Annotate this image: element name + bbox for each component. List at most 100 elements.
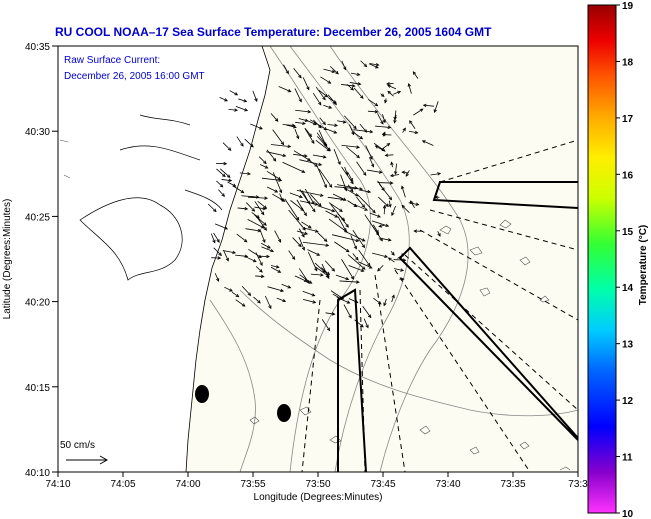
current-vector-head xyxy=(333,101,337,106)
current-vector xyxy=(298,236,305,251)
current-vector xyxy=(320,76,331,84)
current-vector-head xyxy=(235,293,240,298)
current-vector-head xyxy=(363,63,368,68)
current-vector-head xyxy=(362,172,367,176)
current-vector xyxy=(315,86,326,100)
current-vector-head xyxy=(401,253,405,257)
current-vector xyxy=(324,260,335,272)
current-vector-head xyxy=(241,303,246,307)
current-vector xyxy=(390,174,400,177)
current-vector-head xyxy=(379,237,383,242)
current-vector xyxy=(360,60,367,67)
current-vector xyxy=(437,231,441,237)
current-vector-head xyxy=(356,280,360,284)
current-vector xyxy=(391,205,396,216)
current-vector xyxy=(408,202,419,206)
surface-current-vectors xyxy=(207,60,442,332)
current-vector xyxy=(276,297,286,302)
current-vector-head xyxy=(314,267,318,272)
current-vector-head xyxy=(228,178,233,183)
current-vector xyxy=(341,259,354,280)
current-vector xyxy=(274,230,282,243)
current-vector xyxy=(261,246,274,252)
colorbar-tick-label: 13 xyxy=(622,340,634,351)
current-vector-head xyxy=(402,127,406,132)
current-vector xyxy=(304,127,315,144)
current-vector-head xyxy=(326,327,331,332)
current-vector-head xyxy=(224,98,228,102)
current-vector xyxy=(266,170,281,180)
current-vector xyxy=(373,224,379,234)
current-vector-head xyxy=(401,204,406,209)
current-vector xyxy=(344,166,348,175)
current-vector-head xyxy=(381,132,386,137)
current-vector-head xyxy=(307,109,312,114)
land-mass xyxy=(57,45,271,473)
current-vector-head xyxy=(386,142,391,147)
current-vector-head xyxy=(377,301,382,305)
current-vector xyxy=(220,168,231,178)
current-vector xyxy=(237,207,248,210)
current-vector-head xyxy=(318,124,322,129)
current-vector xyxy=(302,77,310,90)
current-vector-head xyxy=(257,229,262,233)
current-vector xyxy=(353,87,364,99)
current-vector-head xyxy=(318,162,323,166)
current-vector xyxy=(393,91,401,95)
current-vector-head xyxy=(382,204,387,209)
colorbar-tick-label: 17 xyxy=(622,114,634,125)
current-vector xyxy=(228,108,238,111)
current-vector-head xyxy=(277,269,282,273)
current-vector xyxy=(358,261,373,269)
current-vector-head xyxy=(314,229,319,233)
current-vector-head xyxy=(345,223,349,228)
current-vector-head xyxy=(298,74,302,79)
current-vector xyxy=(319,117,326,125)
current-vector-head xyxy=(262,239,266,244)
current-vector xyxy=(377,264,384,272)
current-vector-head xyxy=(361,266,366,270)
current-vector xyxy=(327,94,337,105)
current-vector-head xyxy=(437,172,442,176)
current-vector-head xyxy=(212,239,216,244)
current-vector xyxy=(332,193,347,201)
current-vector-head xyxy=(277,176,282,181)
current-vector xyxy=(307,251,318,271)
colorbar-ticks: 19 18 17 16 15 14 13 12 11 10 xyxy=(616,1,634,519)
current-vector xyxy=(393,268,404,271)
current-vector xyxy=(255,275,264,277)
current-vector-head xyxy=(384,153,389,157)
current-vector xyxy=(373,142,385,152)
current-vector-head xyxy=(363,129,368,133)
current-vector-head xyxy=(389,181,394,185)
current-vector xyxy=(347,184,354,192)
current-vector xyxy=(302,241,329,246)
current-vector-head xyxy=(282,153,287,158)
current-vector xyxy=(282,124,295,126)
y-axis-ticks: 40:35 40:30 40:25 40:20 40:15 40:10 xyxy=(25,42,58,479)
current-vector-head xyxy=(229,288,233,292)
current-vector xyxy=(207,203,217,212)
current-vector xyxy=(369,212,381,218)
current-vector xyxy=(245,228,261,232)
current-vector xyxy=(302,290,315,297)
current-vector-head xyxy=(354,300,359,304)
current-vector-head xyxy=(433,109,437,114)
current-vector-head xyxy=(263,205,268,209)
current-vector-head xyxy=(227,147,232,151)
current-vector xyxy=(337,184,358,189)
current-vector xyxy=(422,140,434,146)
current-vector-head xyxy=(243,238,248,243)
current-vector-head xyxy=(250,143,254,148)
y-tick-label: 40:30 xyxy=(25,127,50,138)
current-vector xyxy=(373,297,382,305)
current-vector-head xyxy=(389,173,394,178)
current-vector-head xyxy=(251,208,256,212)
current-vector xyxy=(330,203,349,228)
current-vector-head xyxy=(219,183,224,188)
current-vector xyxy=(347,200,357,207)
current-vector-head xyxy=(386,82,390,86)
current-vector-head xyxy=(287,285,292,289)
current-vector xyxy=(350,235,357,250)
current-vector-head xyxy=(388,196,393,201)
